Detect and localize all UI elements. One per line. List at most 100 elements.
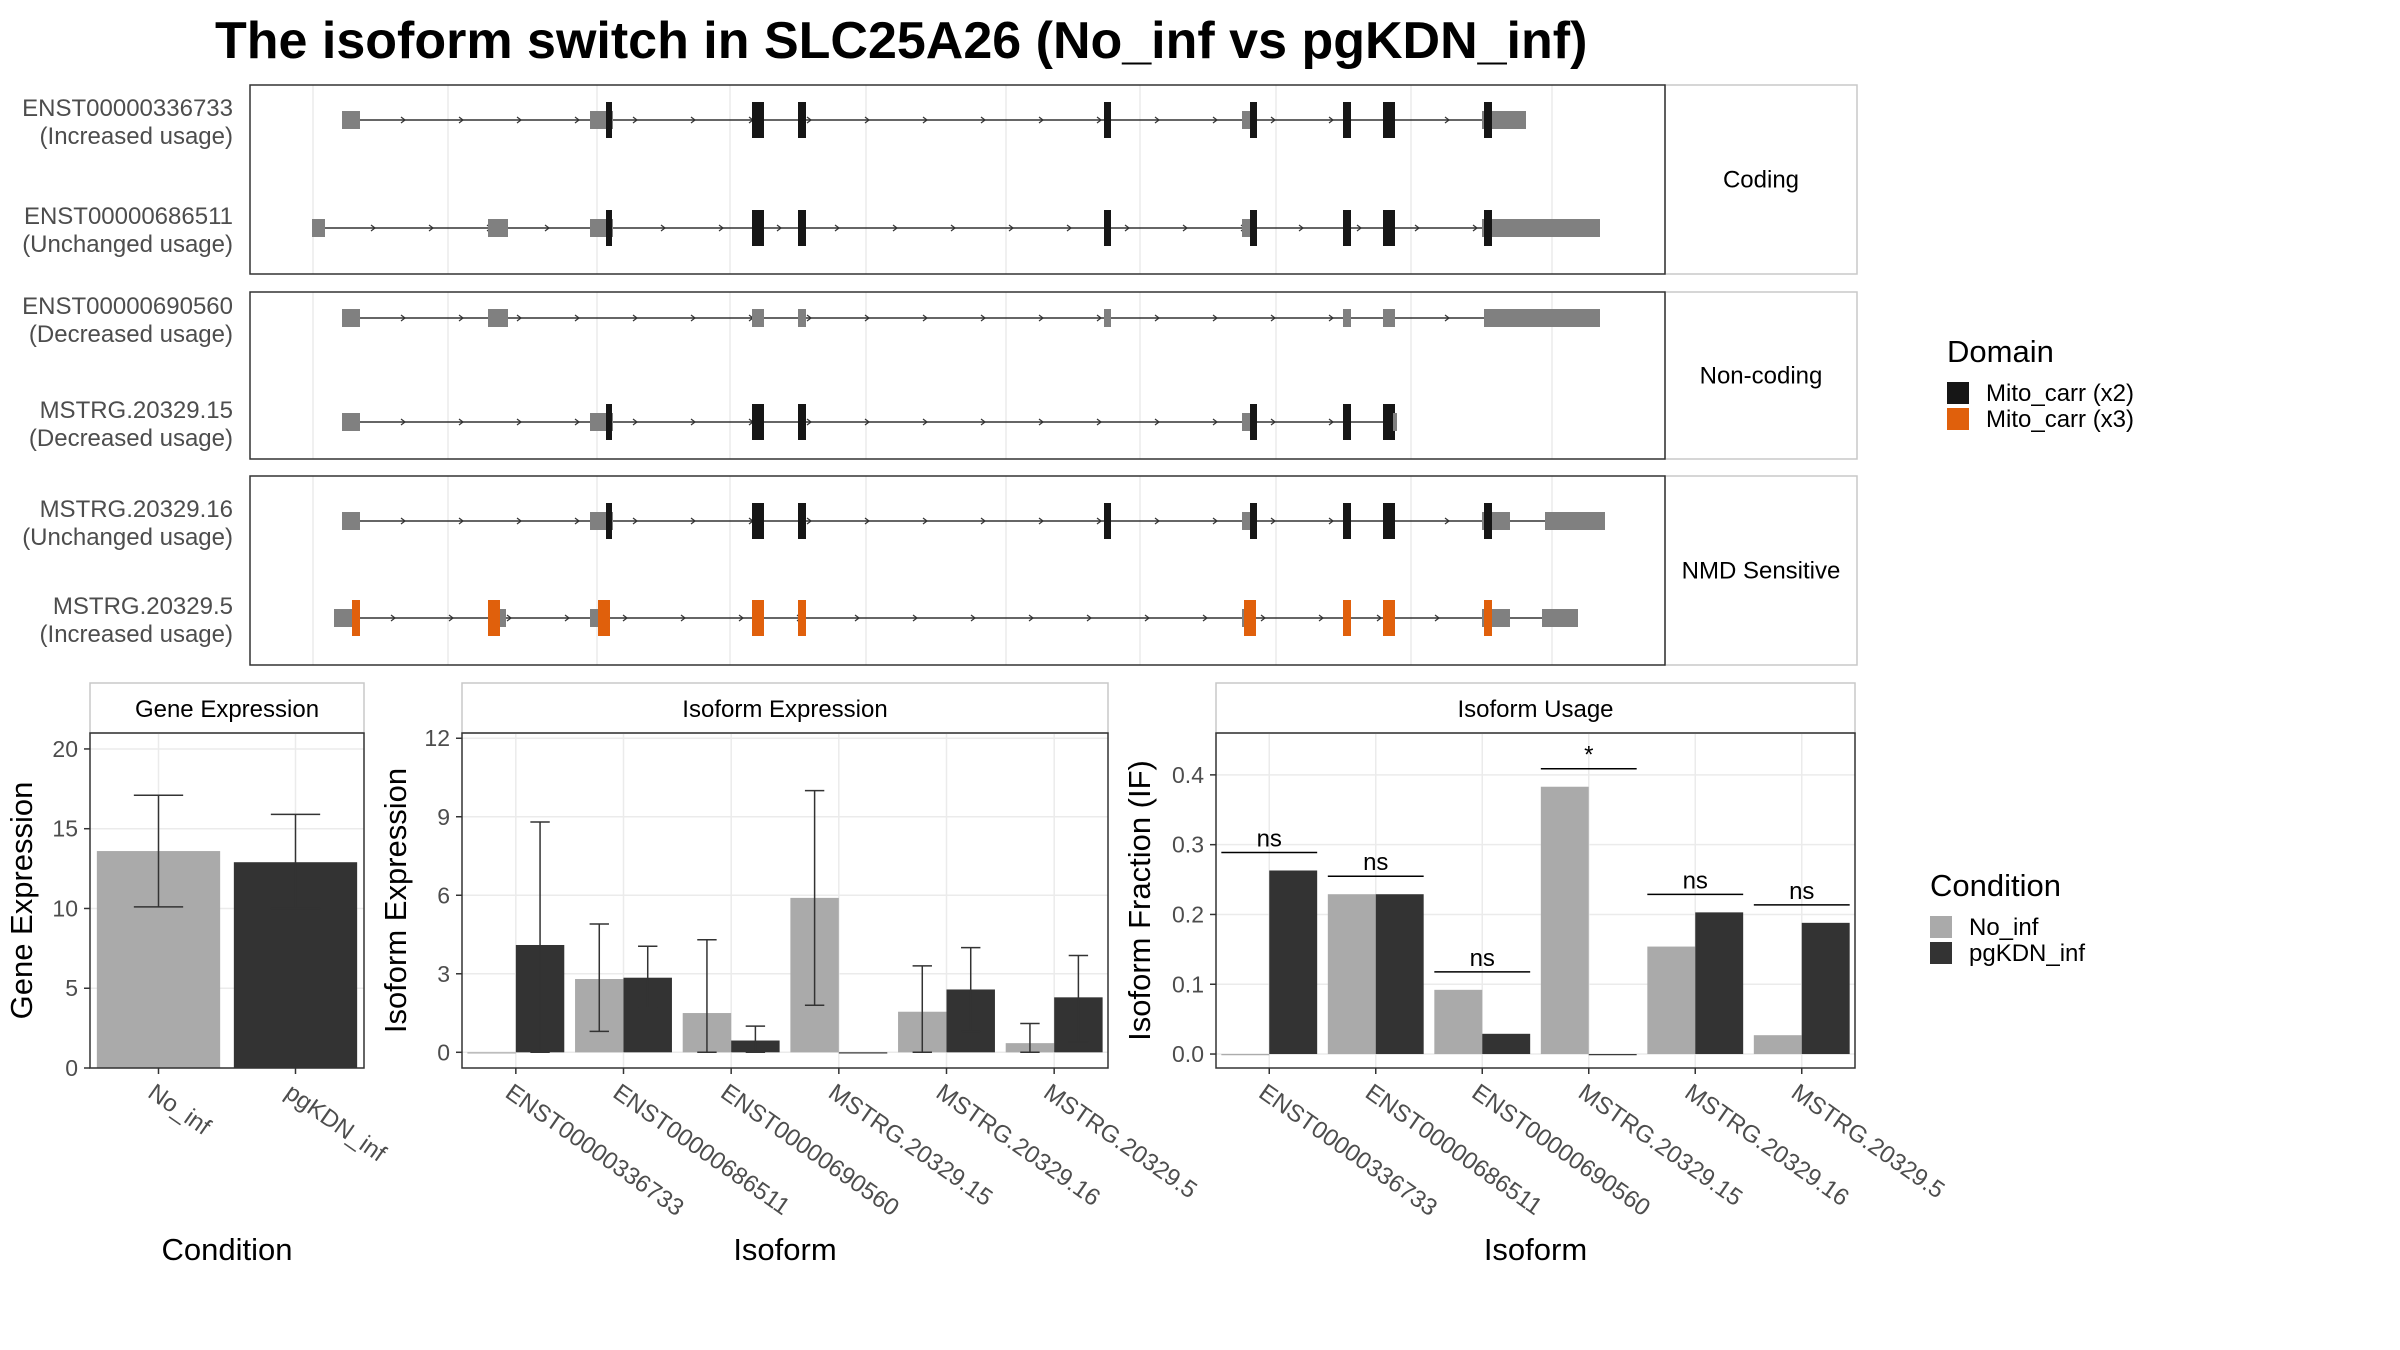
domain-exon — [1484, 600, 1492, 636]
exon — [1242, 219, 1252, 237]
intron-arrow — [854, 614, 860, 622]
isoform-usage-label: (Increased usage) — [40, 621, 233, 648]
exon — [1242, 413, 1252, 431]
intron-arrow — [1066, 224, 1072, 232]
intron-arrow — [1124, 224, 1130, 232]
intron-arrow — [516, 517, 522, 525]
group-strip-label: NMD Sensitive — [1682, 558, 1841, 585]
y-tick-label: 0.2 — [1172, 901, 1204, 927]
isoform-expression-panel: Isoform Expression 0 3 6 9 12 ENST00000336733E… — [378, 682, 1202, 1267]
domain-exon — [1383, 102, 1395, 138]
intron-arrow — [1038, 418, 1044, 426]
intron-arrow — [980, 116, 986, 124]
condition-legend-swatch — [1930, 916, 1952, 938]
domain-exon — [488, 600, 500, 636]
domain-exon — [1383, 503, 1395, 539]
significance-label: ns — [1363, 849, 1388, 876]
intron-arrow — [428, 224, 434, 232]
intron-arrow — [1298, 224, 1304, 232]
y-tick-label: 15 — [52, 816, 78, 842]
intron-arrow — [400, 314, 406, 322]
domain-exon — [752, 503, 764, 539]
intron-arrow — [806, 517, 812, 525]
intron-arrow — [1328, 314, 1334, 322]
intron-arrow — [806, 314, 812, 322]
structure-panel-border — [249, 291, 1666, 460]
exon — [752, 309, 764, 327]
intron-arrow — [1270, 517, 1276, 525]
intron-arrow — [922, 418, 928, 426]
bar — [1588, 1054, 1637, 1056]
intron-arrow — [834, 224, 840, 232]
domain-exon — [1484, 102, 1492, 138]
panel-border — [1215, 732, 1856, 1069]
intron-arrow — [1376, 614, 1382, 622]
domain-legend-swatch — [1947, 408, 1969, 430]
intron-arrow — [574, 418, 580, 426]
bar — [1221, 1054, 1270, 1056]
exon — [488, 309, 508, 327]
y-tick-label: 0.4 — [1172, 762, 1204, 788]
condition-legend-label: pgKDN_inf — [1969, 940, 2085, 967]
group-strip-label: Coding — [1723, 167, 1799, 194]
domain-exon — [1383, 404, 1395, 440]
exon — [342, 111, 360, 129]
isoform-id-label: MSTRG.20329.5 — [53, 593, 233, 620]
intron-arrow — [632, 418, 638, 426]
exon — [1104, 309, 1111, 327]
isoform-id-label: ENST00000336733 — [22, 95, 233, 122]
exon — [590, 111, 604, 129]
intron-arrow — [564, 614, 570, 622]
significance-label: * — [1584, 742, 1593, 769]
intron-arrow — [806, 116, 812, 124]
domain-exon — [1343, 404, 1351, 440]
domain-exon — [798, 600, 806, 636]
x-tick-label: ENST00000336733 — [500, 1079, 688, 1222]
intron-arrow — [1270, 418, 1276, 426]
intron-arrow — [506, 614, 512, 622]
x-tick-label: ENST00000336733 — [1254, 1079, 1442, 1222]
intron-arrow — [574, 116, 580, 124]
intron-arrow — [718, 224, 724, 232]
domain-exon — [1244, 600, 1256, 636]
intron-arrow — [690, 418, 696, 426]
domain-exon — [1343, 600, 1351, 636]
isoform-usage-label: (Increased usage) — [40, 123, 233, 150]
intron-arrow — [980, 418, 986, 426]
panel-border — [461, 732, 1109, 1069]
domain-exon — [1484, 210, 1492, 246]
domain-exon — [1250, 210, 1257, 246]
exon — [1492, 609, 1510, 627]
domain-exon — [606, 503, 612, 539]
intron-arrow — [690, 116, 696, 124]
group-strip — [1664, 84, 1858, 275]
intron-arrow — [1182, 224, 1188, 232]
intron-arrow — [1434, 614, 1440, 622]
domain-exon — [752, 102, 764, 138]
domain-exon — [1343, 102, 1351, 138]
structure-panel-bg — [250, 85, 1665, 274]
intron-arrow — [622, 614, 628, 622]
domain-exon — [1250, 404, 1257, 440]
intron-arrow — [690, 314, 696, 322]
y-tick-label: 0 — [65, 1055, 78, 1081]
domain-exon — [798, 404, 806, 440]
domain-exon — [598, 600, 610, 636]
x-tick-label: ENST00000690560 — [1467, 1079, 1655, 1222]
domain-exon — [1104, 210, 1111, 246]
intron-arrow — [516, 116, 522, 124]
panel-border — [89, 732, 365, 1069]
bar — [838, 1052, 888, 1054]
y-tick-label: 0.1 — [1172, 971, 1204, 997]
intron-arrow — [1328, 418, 1334, 426]
exon — [798, 309, 806, 327]
intron-arrow — [806, 418, 812, 426]
intron-arrow — [458, 517, 464, 525]
significance-label: ns — [1470, 945, 1495, 972]
exon — [1242, 111, 1252, 129]
intron-arrow — [458, 116, 464, 124]
domain-exon — [606, 210, 612, 246]
isoform-usage-label: (Decreased usage) — [29, 321, 233, 348]
domain-exon — [1343, 503, 1351, 539]
significance-label: ns — [1789, 878, 1814, 905]
